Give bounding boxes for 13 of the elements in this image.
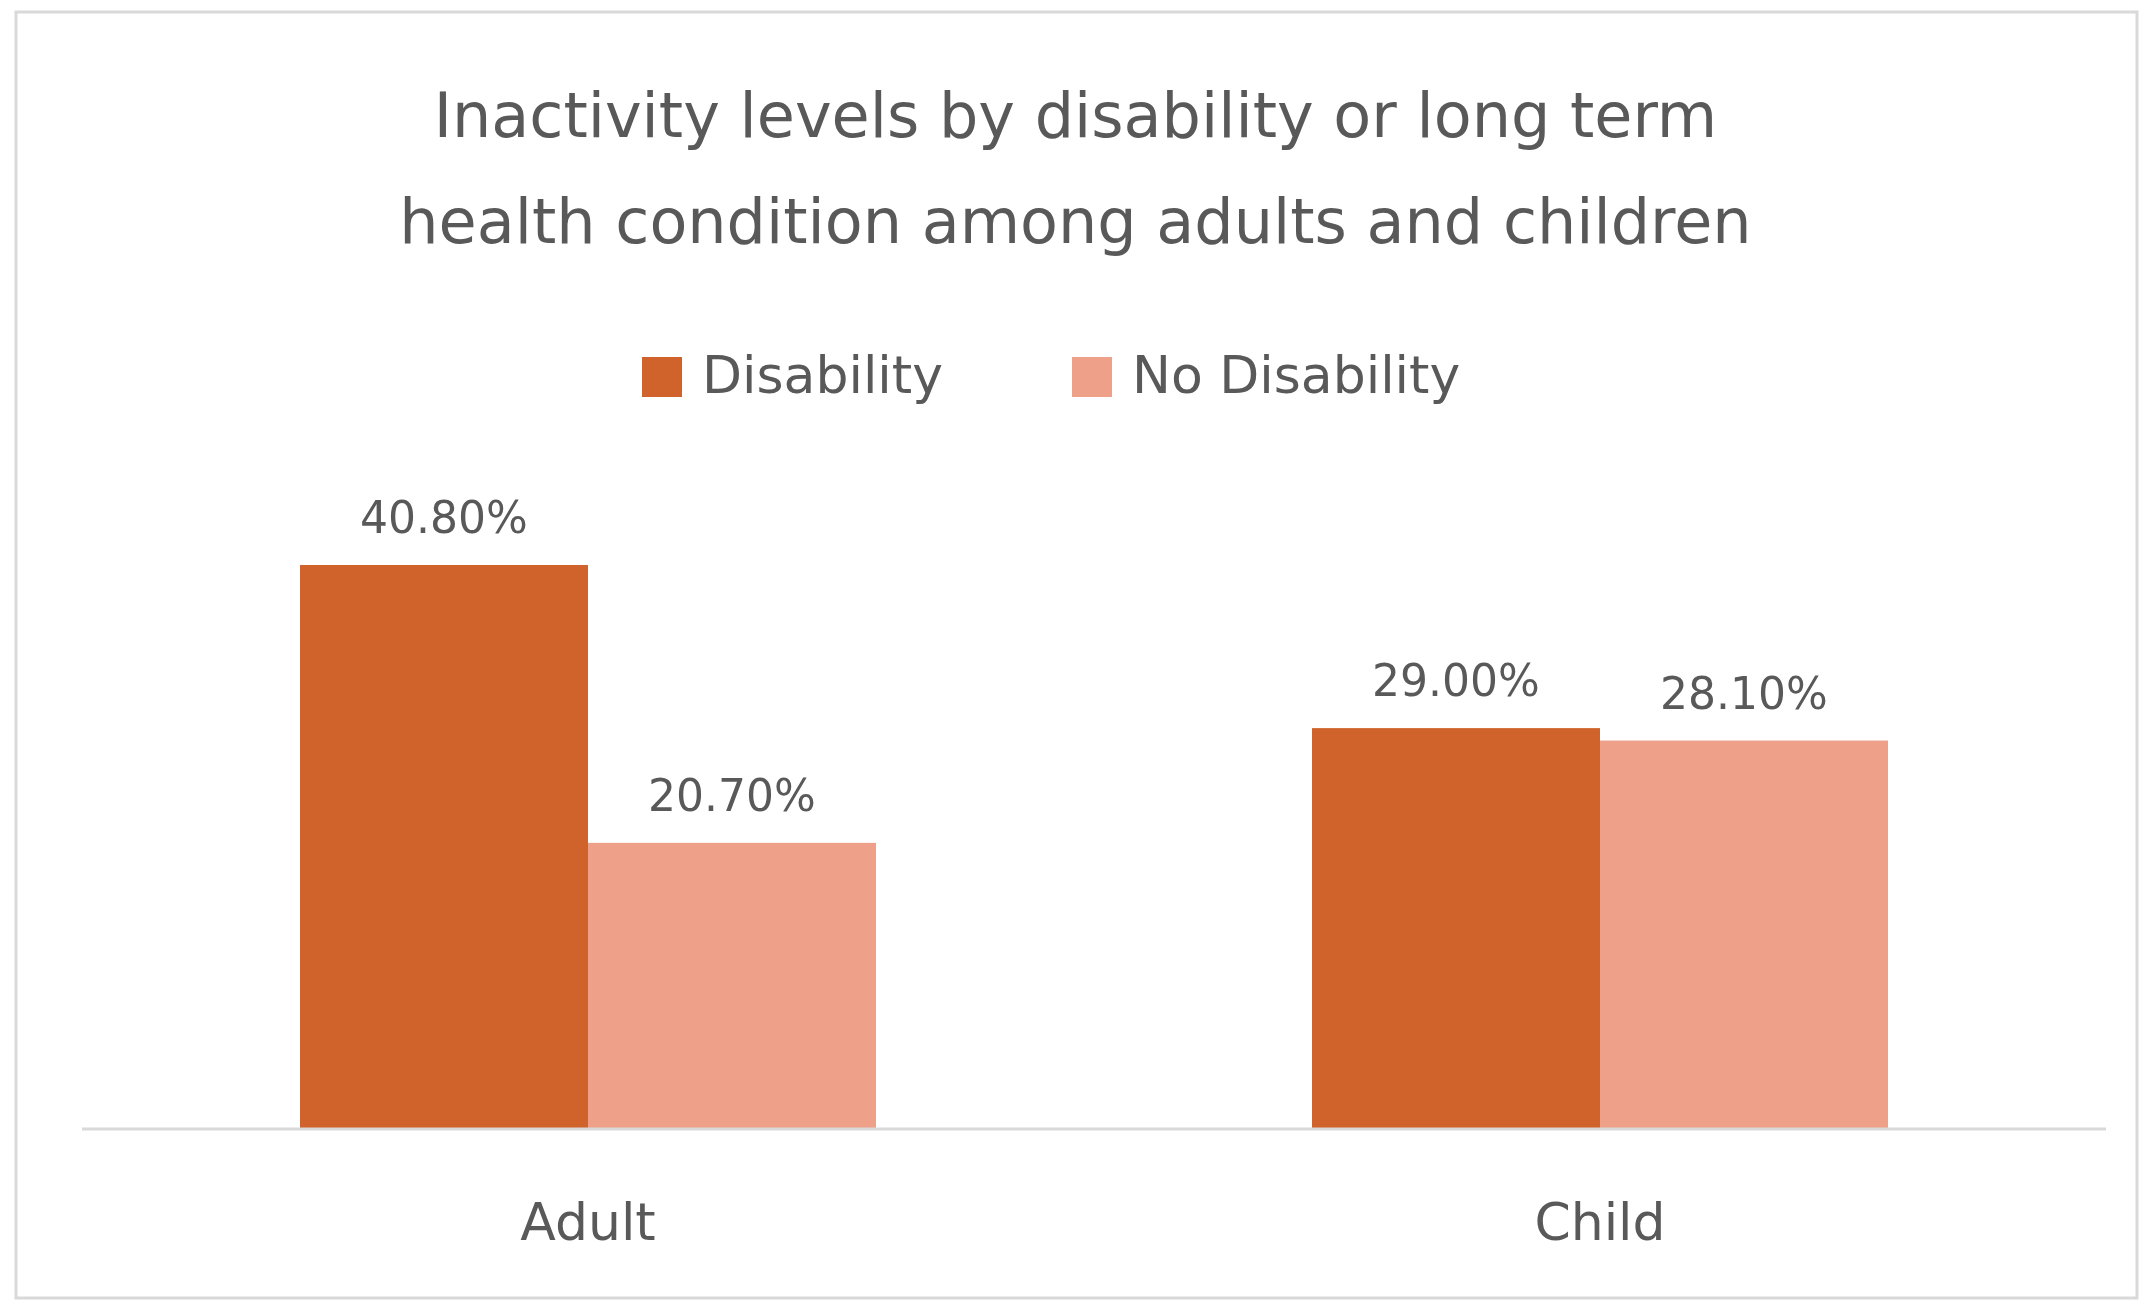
bar: [1312, 728, 1600, 1129]
data-label: 20.70%: [648, 769, 816, 821]
x-tick-label: Adult: [520, 1192, 656, 1252]
x-tick-label: Child: [1534, 1192, 1666, 1252]
bar: [588, 842, 876, 1129]
data-label: 29.00%: [1372, 655, 1540, 707]
legend-label: Disability: [702, 345, 943, 405]
chart-title: Inactivity levels by disability or long term health condition among adults and children: [399, 79, 1752, 258]
bar: [300, 565, 588, 1129]
legend-label: No Disability: [1132, 345, 1461, 405]
data-label: 40.80%: [360, 492, 528, 543]
data-label: 28.10%: [1660, 667, 1828, 719]
bar: [1600, 740, 1888, 1129]
